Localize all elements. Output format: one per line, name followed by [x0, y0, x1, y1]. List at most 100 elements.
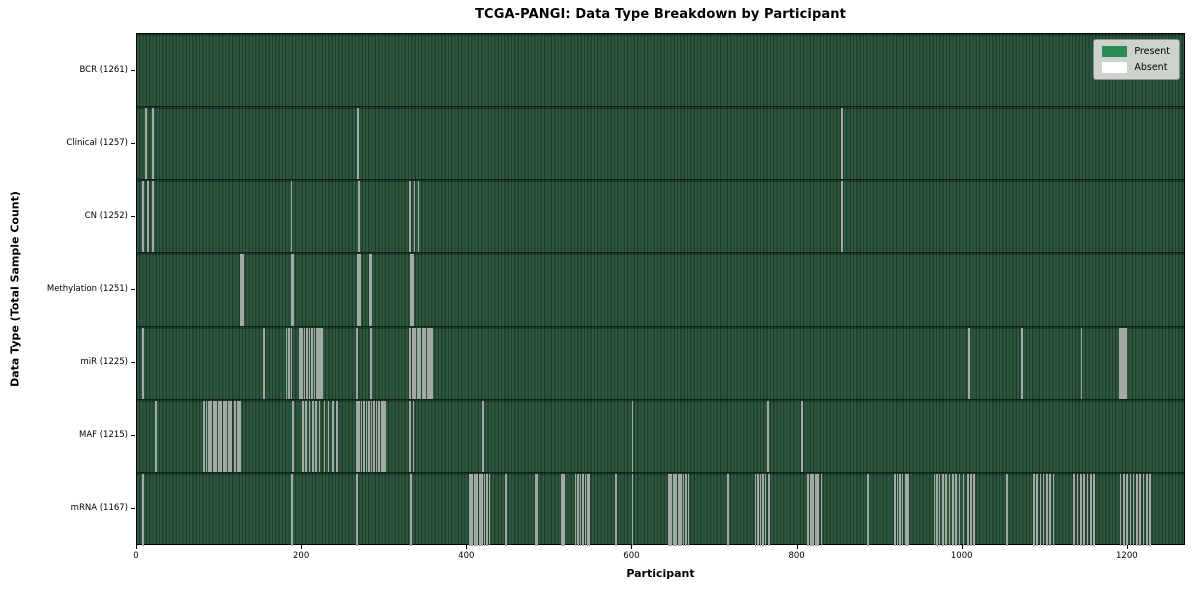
- absent-line: [327, 400, 330, 472]
- absent-line: [311, 327, 313, 399]
- absent-line: [483, 473, 486, 546]
- x-tick-label: 0: [133, 551, 139, 561]
- absent-line: [817, 473, 820, 546]
- absent-line: [809, 473, 812, 546]
- absent-line: [315, 400, 318, 472]
- absent-line: [488, 473, 491, 546]
- absent-line: [316, 327, 318, 399]
- absent-line: [899, 473, 901, 546]
- x-tick-label: 1000: [950, 551, 973, 561]
- absent-line: [151, 181, 154, 253]
- x-tick-label: 800: [788, 551, 805, 561]
- absent-line: [215, 400, 218, 472]
- absent-line: [217, 400, 220, 472]
- absent-line: [369, 327, 372, 399]
- absent-line: [411, 254, 414, 326]
- absent-line: [478, 473, 481, 546]
- absent-line: [958, 473, 961, 546]
- absent-line: [290, 181, 293, 253]
- absent-line: [290, 254, 293, 326]
- absent-line: [363, 400, 365, 472]
- absent-line: [1006, 473, 1009, 546]
- absent-line: [841, 108, 844, 180]
- absent-line: [358, 400, 360, 472]
- absent-line: [303, 327, 306, 399]
- absent-line: [411, 327, 414, 399]
- absent-line: [355, 327, 358, 399]
- absent-line: [670, 473, 673, 546]
- absent-line: [820, 473, 823, 546]
- absent-line: [236, 400, 239, 472]
- absent-line: [1136, 473, 1138, 546]
- absent-line: [1021, 327, 1024, 399]
- absent-line: [1086, 473, 1089, 546]
- absent-line: [1076, 473, 1079, 546]
- absent-line: [365, 400, 368, 472]
- absent-line: [764, 473, 767, 546]
- row-band-miR: [137, 327, 1184, 400]
- absent-line: [429, 327, 431, 399]
- absent-line: [588, 473, 591, 546]
- absent-line: [145, 108, 147, 180]
- present-swatch-icon: [1102, 46, 1128, 57]
- absent-line: [1080, 327, 1083, 399]
- absent-line: [505, 473, 507, 546]
- absent-line: [308, 400, 311, 472]
- absent-line: [239, 400, 242, 472]
- absent-line: [291, 473, 294, 546]
- absent-line: [841, 181, 844, 253]
- chart-title: TCGA-PANGI: Data Type Breakdown by Parti…: [475, 7, 846, 22]
- absent-line: [360, 400, 363, 472]
- absent-line: [675, 473, 678, 546]
- absent-line: [285, 327, 288, 399]
- absent-line: [759, 473, 762, 546]
- absent-line: [220, 400, 223, 472]
- absent-line: [936, 473, 938, 546]
- absent-line: [631, 400, 634, 472]
- absent-line: [355, 473, 358, 546]
- absent-line: [416, 327, 419, 399]
- absent-line: [421, 327, 424, 399]
- legend: Present Absent: [1093, 39, 1180, 80]
- x-tick-mark: [136, 545, 137, 549]
- absent-line: [155, 400, 157, 472]
- absent-line: [306, 327, 308, 399]
- absent-swatch-icon: [1102, 62, 1128, 73]
- absent-line: [907, 473, 910, 546]
- row-band-MAF: [137, 400, 1184, 473]
- absent-line: [894, 473, 896, 546]
- absent-line: [1083, 473, 1085, 546]
- x-tick-mark: [301, 545, 303, 549]
- absent-line: [757, 473, 759, 546]
- absent-line: [141, 327, 144, 399]
- absent-line: [767, 473, 770, 546]
- absent-line: [582, 473, 584, 546]
- absent-line: [317, 327, 320, 399]
- y-tick-label: mRNA (1167): [70, 503, 128, 514]
- absent-line: [962, 473, 965, 546]
- x-tick-mark: [796, 545, 798, 549]
- y-tick-label: MAF (1215): [78, 430, 128, 441]
- absent-line: [1089, 473, 1092, 546]
- absent-line: [426, 327, 429, 399]
- x-tick-label: 1200: [1116, 551, 1138, 561]
- absent-line: [468, 473, 471, 546]
- x-tick-mark: [466, 545, 468, 549]
- absent-line: [762, 473, 764, 546]
- absent-line: [534, 473, 537, 546]
- absent-line: [331, 400, 334, 472]
- absent-line: [358, 181, 360, 253]
- absent-line: [302, 400, 304, 472]
- absent-line: [424, 327, 427, 399]
- x-tick-mark: [961, 545, 963, 549]
- absent-line: [973, 473, 976, 546]
- legend-label-absent: Absent: [1134, 62, 1168, 73]
- absent-line: [370, 254, 373, 326]
- x-axis-label: Participant: [626, 567, 695, 580]
- absent-line: [579, 473, 582, 546]
- y-tick-mark: [131, 289, 135, 290]
- absent-line: [151, 108, 154, 180]
- absent-line: [968, 327, 971, 399]
- absent-line: [1149, 473, 1151, 546]
